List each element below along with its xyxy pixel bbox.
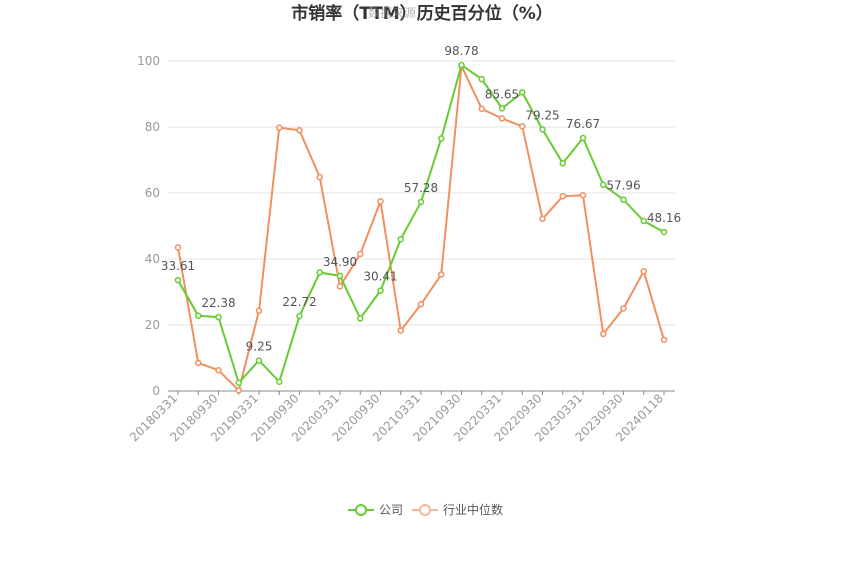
series-point-0: [559, 160, 566, 167]
series-point-0: [417, 198, 425, 206]
series-point-1: [498, 115, 506, 122]
data-label: 85.65: [485, 87, 519, 101]
series-point-0: [397, 235, 404, 243]
series-point-1: [539, 215, 546, 222]
series-point-1: [357, 250, 364, 258]
x-axis: 2018033120180930201903312019093020200331…: [127, 391, 666, 444]
series-point-0: [276, 378, 283, 386]
y-tick-label-100: 100: [137, 54, 160, 68]
series-point-0: [519, 89, 526, 96]
series-point-1: [478, 105, 485, 113]
data-label: 34.90: [323, 255, 357, 269]
data-label: 76.67: [566, 117, 600, 131]
series-point-0: [579, 134, 587, 142]
data-label: 57.96: [606, 179, 640, 193]
legend-item-company[interactable]: 公司: [348, 503, 403, 517]
series-point-1: [660, 336, 668, 344]
series-point-0: [640, 217, 647, 225]
series-point-0: [458, 61, 465, 69]
series-point-1: [316, 173, 323, 181]
chart-title: 市销率（TTM）历史百分位（%）: [291, 3, 553, 24]
series-point-0: [620, 196, 627, 203]
series-point-1: [377, 198, 384, 205]
watermark: 数据来源: [368, 5, 416, 20]
series-line-0: [177, 63, 665, 385]
series-point-0: [600, 181, 607, 188]
series-point-0: [296, 312, 303, 320]
series-point-0: [478, 75, 485, 83]
series-point-1: [215, 366, 222, 374]
series-point-1: [235, 387, 242, 394]
series-point-1: [600, 330, 607, 338]
series-point-1: [559, 193, 566, 200]
series-point-1: [296, 127, 303, 134]
series-point-1: [579, 192, 587, 199]
series-point-0: [377, 287, 384, 294]
data-label: 48.16: [647, 211, 681, 225]
series-point-0: [235, 379, 242, 386]
series-point-1: [397, 327, 404, 334]
series-point-1: [174, 244, 182, 251]
series-point-1: [620, 305, 627, 312]
grid-lines: [168, 60, 675, 392]
series-point-1: [438, 271, 445, 278]
data-label: 57.28: [404, 181, 438, 195]
data-label: 30.41: [363, 270, 397, 284]
legend: 公司 行业中位数: [348, 502, 503, 517]
data-label: 79.25: [525, 108, 559, 122]
y-tick-label-20: 20: [145, 318, 160, 332]
legend-label-industry-median: 行业中位数: [443, 502, 503, 517]
data-label: 98.78: [444, 44, 478, 58]
series-point-0: [255, 357, 263, 364]
series-point-1: [519, 123, 526, 130]
y-tick-label-0: 0: [152, 384, 160, 398]
series-point-0: [660, 228, 668, 236]
series-point-1: [255, 307, 263, 315]
legend-label-company: 公司: [379, 503, 403, 517]
series-point-0: [357, 315, 364, 322]
series-point-1: [336, 283, 344, 290]
series-point-0: [174, 276, 182, 284]
data-label: 22.72: [282, 295, 316, 309]
y-tick-label-80: 80: [145, 120, 160, 134]
y-tick-label-60: 60: [145, 186, 160, 200]
series-point-0: [539, 126, 546, 133]
series-point-0: [498, 105, 506, 112]
legend-item-industry-median[interactable]: 行业中位数: [412, 502, 503, 517]
y-axis-ticks: 0 20 40 60 80 100: [137, 54, 160, 398]
series-point-0: [195, 312, 202, 320]
y-tick-label-40: 40: [145, 252, 160, 266]
data-label: 22.38: [201, 296, 235, 310]
data-labels: 33.61 22.38 9.25 22.72 34.90 30.41 57.28 98.78 8…: [161, 44, 681, 353]
series-point-0: [336, 272, 344, 280]
series-layer: [174, 61, 668, 394]
series-point-0: [215, 313, 222, 321]
series-point-1: [195, 359, 202, 367]
series-point-1: [276, 124, 283, 131]
series-point-1: [640, 267, 647, 275]
series-point-0: [438, 135, 445, 142]
series-point-1: [417, 300, 425, 308]
series-point-0: [316, 269, 323, 276]
data-label: 9.25: [246, 339, 273, 353]
data-label: 33.61: [161, 259, 195, 273]
